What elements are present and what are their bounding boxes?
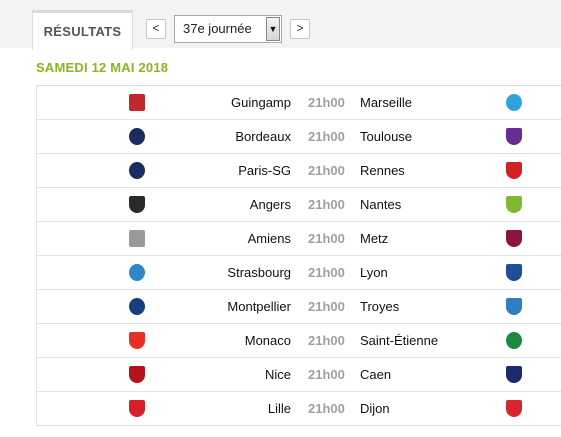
match-row[interactable]: Lille 21h00 Dijon — [36, 392, 561, 426]
marseille-logo-icon — [506, 94, 522, 111]
guingamp-logo-icon — [129, 94, 145, 111]
match-row[interactable]: Amiens 21h00 Metz — [36, 222, 561, 256]
match-row[interactable]: Nice 21h00 Caen — [36, 358, 561, 392]
home-team-name: Bordeaux — [235, 129, 291, 144]
kickoff-time: 21h00 — [308, 163, 345, 178]
angers-logo-icon — [129, 196, 145, 213]
match-row[interactable]: Bordeaux 21h00 Toulouse — [36, 120, 561, 154]
home-team-name: Guingamp — [231, 95, 291, 110]
away-team-name: Caen — [360, 367, 392, 382]
away-team-name: Metz — [360, 231, 389, 246]
lille-logo-icon — [129, 400, 145, 417]
kickoff-time: 21h00 — [308, 231, 345, 246]
round-select-value: 37e journée — [183, 21, 252, 36]
dijon-logo-icon — [506, 400, 522, 417]
metz-logo-icon — [506, 230, 522, 247]
away-team-name: Lyon — [360, 265, 388, 280]
home-team-name: Angers — [249, 197, 291, 212]
kickoff-time: 21h00 — [308, 367, 345, 382]
nantes-logo-icon — [506, 196, 522, 213]
psg-logo-icon — [129, 162, 145, 179]
kickoff-time: 21h00 — [308, 197, 345, 212]
match-row[interactable]: Guingamp 21h00 Marseille — [36, 86, 561, 120]
kickoff-time: 21h00 — [308, 265, 345, 280]
match-row[interactable]: Strasbourg 21h00 Lyon — [36, 256, 561, 290]
chevron-down-icon[interactable]: ▼ — [266, 17, 280, 41]
strasbourg-logo-icon — [129, 264, 145, 281]
home-team-name: Nice — [264, 367, 291, 382]
home-team-name: Paris-SG — [238, 163, 291, 178]
kickoff-time: 21h00 — [308, 299, 345, 314]
home-team-name: Strasbourg — [227, 265, 291, 280]
kickoff-time: 21h00 — [308, 95, 345, 110]
match-row[interactable]: Paris-SG 21h00 Rennes — [36, 154, 561, 188]
monaco-logo-icon — [129, 332, 145, 349]
match-list: Guingamp 21h00 Marseille Bordeaux 21h00 Toulo… — [36, 85, 561, 426]
next-round-button[interactable]: > — [290, 19, 310, 39]
amiens-logo-icon — [129, 230, 145, 247]
home-team-name: Monaco — [244, 333, 291, 348]
caen-logo-icon — [506, 366, 522, 383]
lyon-logo-icon — [506, 264, 522, 281]
round-select[interactable]: 37e journée ▼ — [174, 15, 282, 43]
away-team-name: Marseille — [360, 95, 413, 110]
tab-results[interactable]: RÉSULTATS — [32, 10, 133, 50]
toulouse-logo-icon — [506, 128, 522, 145]
match-row[interactable]: Angers 21h00 Nantes — [36, 188, 561, 222]
saint-etienne-logo-icon — [506, 332, 522, 349]
previous-round-button[interactable]: < — [146, 19, 166, 39]
kickoff-time: 21h00 — [308, 129, 345, 144]
kickoff-time: 21h00 — [308, 401, 345, 416]
home-team-name: Amiens — [247, 231, 291, 246]
montpellier-logo-icon — [129, 298, 145, 315]
bordeaux-logo-icon — [129, 128, 145, 145]
match-row[interactable]: Monaco 21h00 Saint-Étienne — [36, 324, 561, 358]
match-row[interactable]: Montpellier 21h00 Troyes — [36, 290, 561, 324]
away-team-name: Saint-Étienne — [360, 333, 439, 348]
kickoff-time: 21h00 — [308, 333, 345, 348]
away-team-name: Troyes — [360, 299, 400, 314]
home-team-name: Montpellier — [227, 299, 291, 314]
nice-logo-icon — [129, 366, 145, 383]
troyes-logo-icon — [506, 298, 522, 315]
away-team-name: Dijon — [360, 401, 390, 416]
away-team-name: Nantes — [360, 197, 402, 212]
results-header-bar: RÉSULTATS < 37e journée ▼ > — [0, 0, 561, 50]
home-team-name: Lille — [267, 401, 291, 416]
away-team-name: Rennes — [360, 163, 405, 178]
away-team-name: Toulouse — [360, 129, 413, 144]
rennes-logo-icon — [506, 162, 522, 179]
match-date-heading: SAMEDI 12 MAI 2018 — [36, 60, 169, 75]
